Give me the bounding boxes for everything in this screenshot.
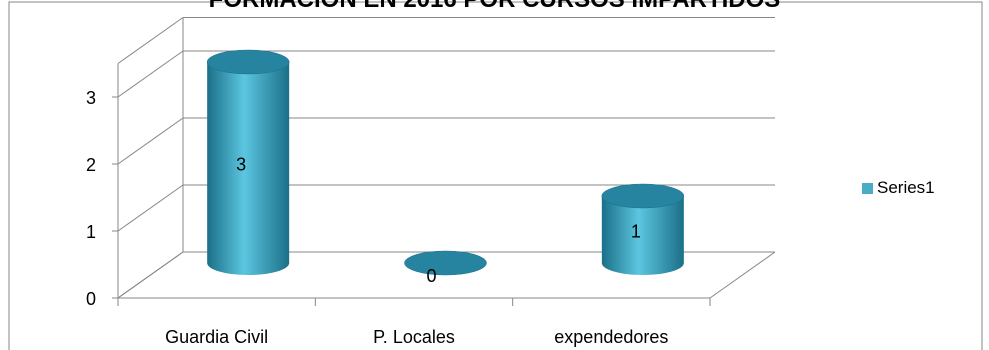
bar-body xyxy=(601,196,684,275)
y-tick-label: 1 xyxy=(86,222,96,242)
chart-axes xyxy=(112,63,711,306)
chart-legend: Series1 xyxy=(862,178,935,198)
bar xyxy=(601,183,685,275)
data-label: 3 xyxy=(236,155,246,175)
legend-label: Series1 xyxy=(877,178,935,197)
x-tick-label: P. Locales xyxy=(373,327,455,347)
chart-bars xyxy=(206,49,685,276)
floor-right-edge xyxy=(709,251,776,299)
bar xyxy=(206,49,290,275)
gridline-diagonal xyxy=(117,17,184,64)
x-tick-label: Guardia Civil xyxy=(165,327,268,347)
bar-top xyxy=(404,250,487,276)
y-tick-label: 0 xyxy=(86,289,96,309)
x-tick-label: expendedores xyxy=(554,327,668,347)
y-tick-label: 2 xyxy=(86,155,96,175)
chart-border xyxy=(8,1,983,350)
bar-top xyxy=(601,183,685,209)
data-label: 0 xyxy=(426,266,436,286)
y-tick-label: 3 xyxy=(86,88,96,108)
chart-labels: 0 1 2 3 Guardia Civil P. Locales expendedores 3… xyxy=(86,88,668,347)
gridline-diagonal xyxy=(117,117,184,165)
gridline-diagonal xyxy=(117,184,184,232)
gridline-diagonal xyxy=(117,251,184,299)
bar xyxy=(404,250,487,276)
chart-title: FORMACION EN 2016 POR CURSOS IMPARTIDOS xyxy=(0,0,989,14)
legend-swatch xyxy=(862,182,873,194)
data-label: 1 xyxy=(631,222,641,242)
bar-body xyxy=(207,62,290,275)
bar-top xyxy=(206,49,290,75)
gridline-diagonal xyxy=(117,50,184,98)
